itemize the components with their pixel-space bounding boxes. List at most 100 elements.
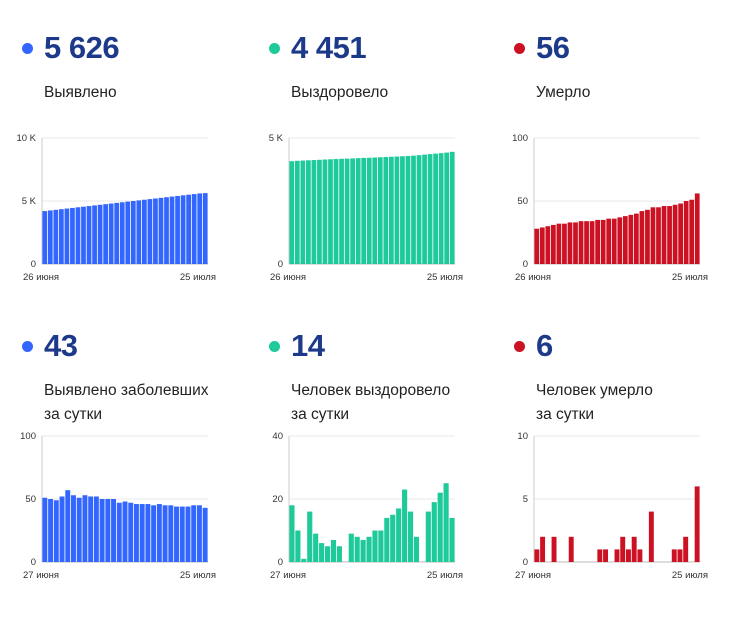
- bar: [625, 549, 631, 562]
- bar: [202, 507, 208, 562]
- stat-label: за сутки: [44, 406, 103, 423]
- bar: [444, 152, 450, 264]
- bar: [407, 511, 414, 562]
- bar: [119, 202, 125, 264]
- stat-label: Выздоровело: [291, 84, 389, 101]
- bar: [433, 153, 438, 264]
- stat-label: Человек умерло: [536, 382, 653, 399]
- y-tick-label: 5: [523, 494, 528, 505]
- bar: [620, 536, 626, 562]
- bar: [70, 207, 75, 264]
- bar: [648, 511, 654, 562]
- stat-value: 6: [536, 328, 553, 363]
- bar: [650, 207, 656, 264]
- bar: [174, 506, 179, 562]
- bar: [437, 492, 443, 562]
- y-tick-label: 100: [512, 133, 528, 144]
- bar: [678, 203, 683, 264]
- bar: [350, 158, 355, 264]
- x-tick-label-end: 25 июля: [672, 570, 708, 581]
- bar: [694, 486, 700, 562]
- stat-card-4: 14 Человек выздоровело за сутки 0 20 40 27 июн…: [263, 316, 503, 616]
- bar: [584, 221, 589, 264]
- bar: [614, 549, 620, 562]
- bar: [53, 209, 59, 264]
- bar: [416, 155, 422, 264]
- bar: [294, 160, 300, 264]
- stat-card-2: 56 Умерло 0 50 100 26 июня 25 июля: [508, 18, 743, 318]
- bar: [93, 496, 99, 562]
- bar: [449, 517, 455, 562]
- bar: [400, 156, 405, 264]
- bar: [551, 224, 556, 264]
- y-tick-label: 5 K: [269, 133, 284, 144]
- bar: [672, 204, 678, 264]
- x-tick-label-end: 25 июля: [427, 272, 463, 283]
- bar: [114, 202, 120, 264]
- bar: [603, 549, 609, 562]
- x-tick-label-end: 25 июля: [180, 272, 216, 283]
- bar: [383, 157, 389, 264]
- stat-label: Человек выздоровело: [291, 382, 451, 399]
- bullet-dot-icon: [22, 43, 33, 54]
- bar: [81, 206, 86, 264]
- bar: [164, 197, 169, 264]
- bar: [600, 219, 606, 264]
- bar: [628, 214, 634, 264]
- bar: [75, 207, 81, 264]
- bar: [667, 206, 672, 264]
- y-tick-label: 50: [25, 494, 36, 505]
- bar: [42, 211, 48, 264]
- bar: [306, 160, 311, 264]
- stat-value: 14: [291, 328, 325, 363]
- bar: [317, 159, 322, 264]
- bar: [372, 157, 378, 264]
- stat-label: за сутки: [291, 406, 350, 423]
- bar: [307, 511, 313, 562]
- stat-value: 4 451: [291, 30, 367, 65]
- bar: [336, 546, 342, 562]
- bar: [611, 218, 617, 264]
- stat-label: Выявлено заболевших: [44, 382, 209, 399]
- y-tick-label: 10 K: [16, 133, 36, 144]
- x-tick-label-start: 26 июня: [515, 272, 551, 283]
- bar: [295, 530, 301, 562]
- bar: [606, 218, 612, 264]
- bar: [661, 206, 667, 264]
- bar: [313, 533, 319, 562]
- bar: [396, 508, 402, 562]
- bar: [311, 160, 317, 264]
- bar: [169, 196, 175, 264]
- bar: [147, 199, 153, 264]
- bar: [179, 506, 185, 562]
- stat-card-1: 4 451 Выздоровело 0 5 K 26 июня 25 июля: [263, 18, 503, 318]
- bar: [330, 539, 337, 562]
- bar: [47, 210, 53, 264]
- bar: [534, 549, 540, 562]
- bar: [372, 530, 378, 562]
- bar: [389, 156, 394, 264]
- bar: [449, 151, 455, 264]
- bar: [151, 505, 157, 562]
- bar: [378, 530, 384, 562]
- bar: [64, 208, 70, 264]
- x-tick-label-start: 27 июня: [270, 570, 306, 581]
- x-tick-label-end: 25 июля: [672, 272, 708, 283]
- bar: [162, 505, 168, 562]
- bar: [328, 159, 333, 264]
- bar-chart: 0 5 K 10 K 26 июня 25 июля: [16, 133, 216, 283]
- bar: [59, 496, 65, 562]
- bar-chart: 0 5 K 26 июня 25 июля: [269, 133, 463, 283]
- bullet-dot-icon: [269, 43, 280, 54]
- bar: [384, 517, 390, 562]
- bar: [617, 217, 623, 264]
- bar: [175, 195, 180, 264]
- bar: [76, 497, 82, 562]
- bar: [645, 209, 650, 264]
- bar: [413, 536, 420, 562]
- bar: [289, 505, 295, 562]
- bar: [153, 198, 158, 264]
- bar-chart: 0 5 10 27 июня 25 июля: [515, 431, 708, 581]
- bar: [354, 536, 360, 562]
- bar: [551, 536, 557, 562]
